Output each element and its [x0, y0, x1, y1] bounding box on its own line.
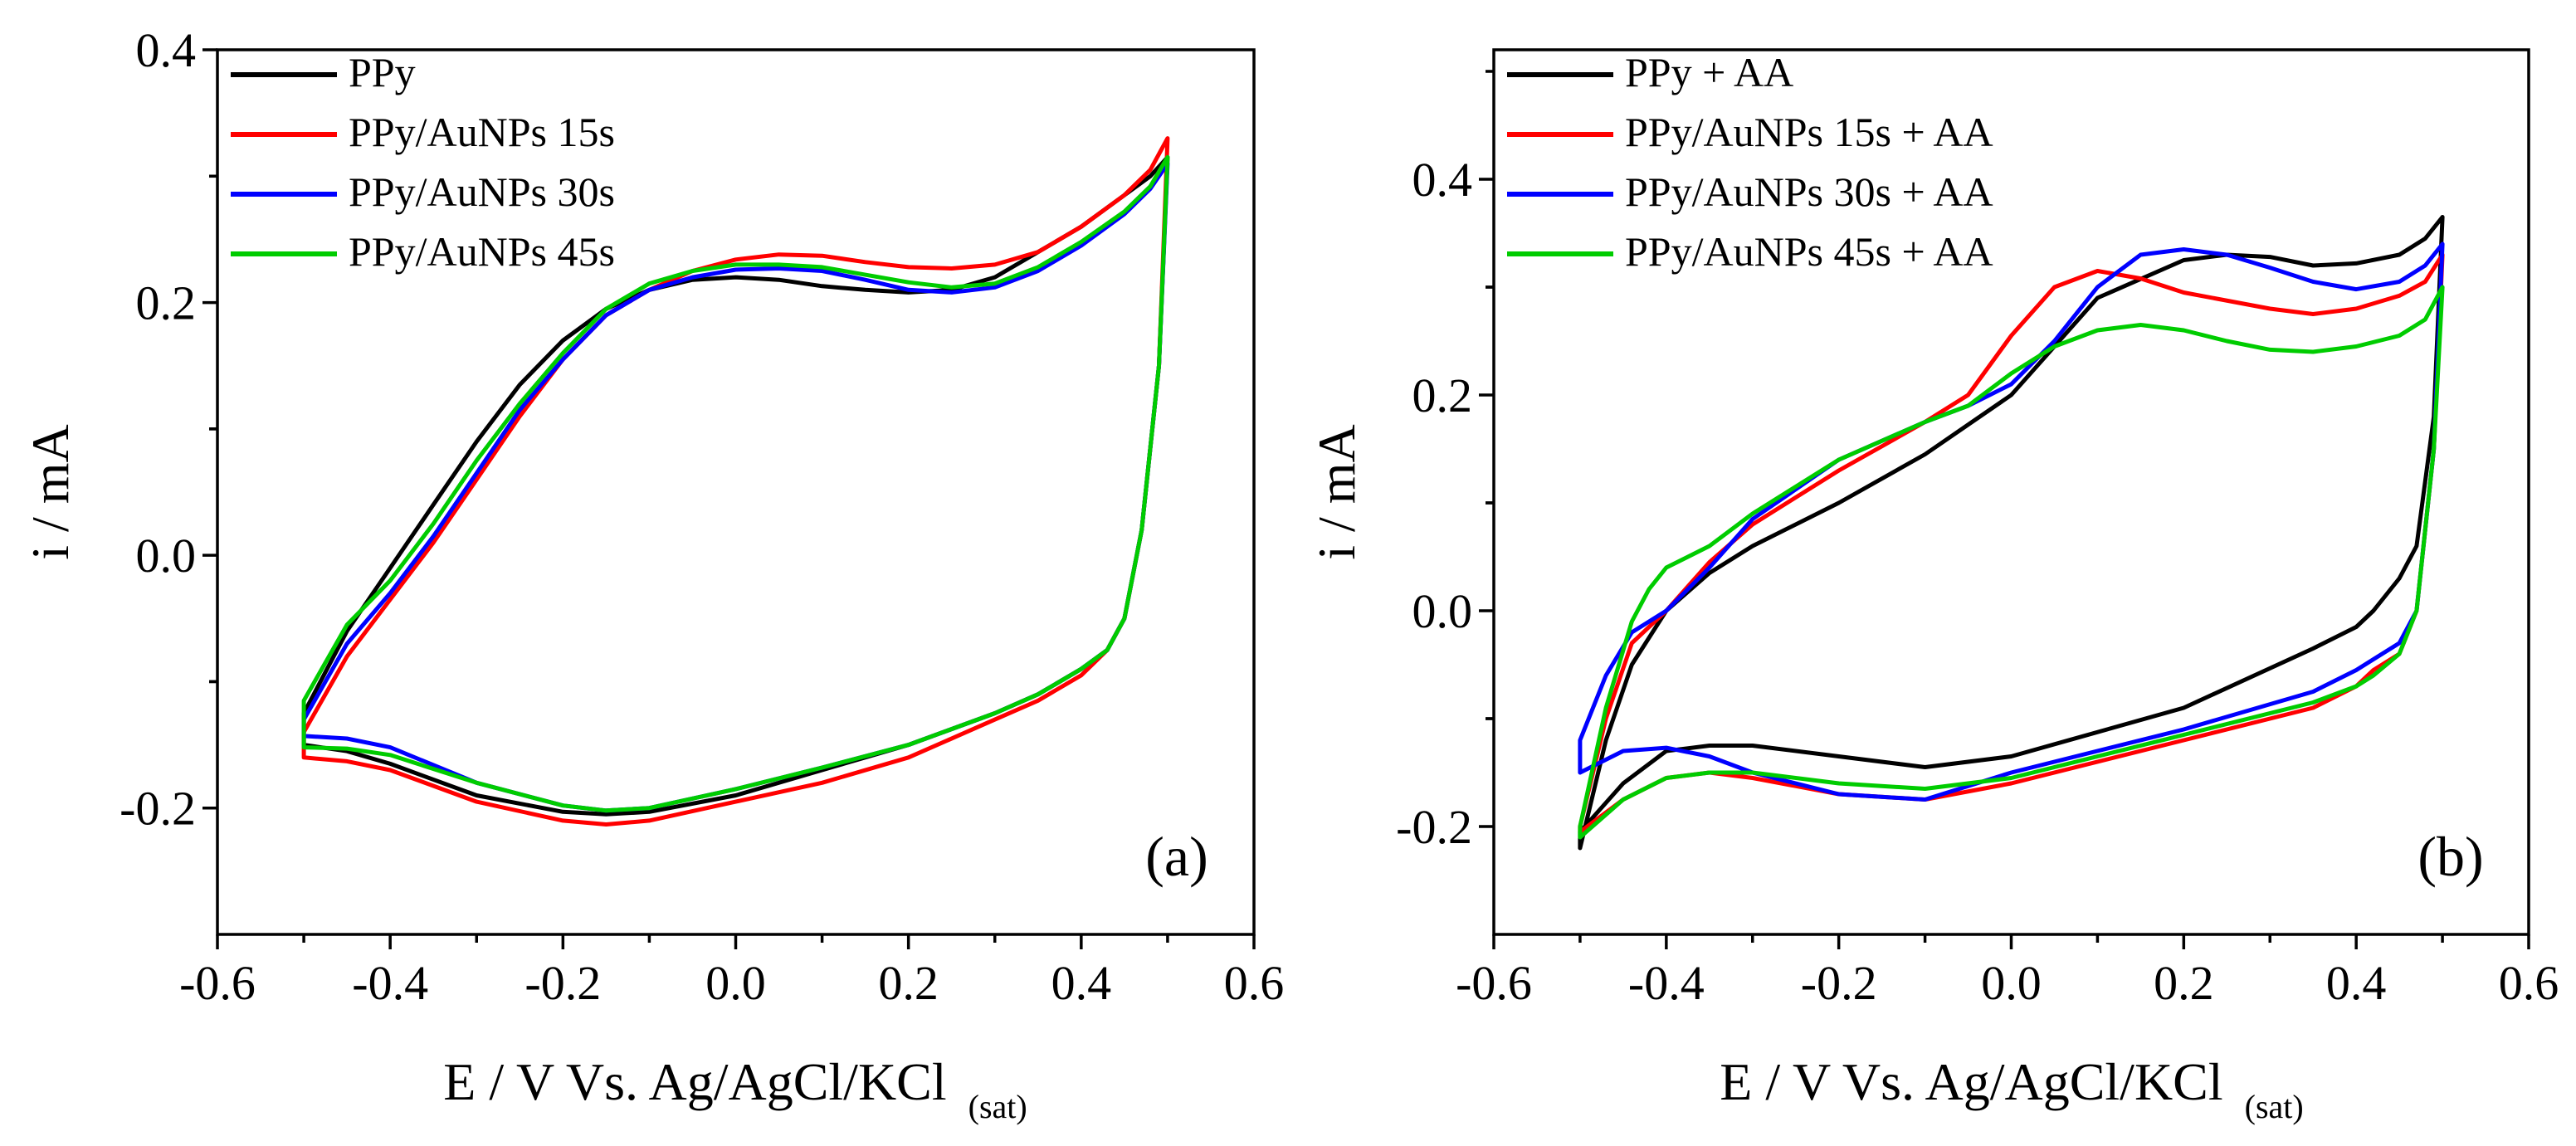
legend: PPy + AA PPy/AuNPs 15s + AA PPy/AuNPs 30s …	[1507, 49, 1993, 275]
tick-label-layer: -0.6 -0.4 -0.2 0.0 0.2 0.4 0.6 -0.2 0.0 0.2 0.4	[120, 23, 1284, 1010]
x-tick-label: 0.0	[1981, 956, 2042, 1010]
legend-entry-label: PPy	[349, 49, 416, 95]
x-tick-label: -0.6	[1456, 956, 1532, 1010]
x-tick-label: 0.2	[878, 956, 939, 1010]
y-tick-label: 0.4	[136, 23, 197, 77]
curve-layer	[1578, 215, 2445, 851]
x-tick-label: 0.4	[1051, 956, 1112, 1010]
x-axis-label: E / V Vs. Ag/AgCl/KCl (sat)	[443, 1052, 1027, 1125]
x-tick-label: -0.6	[179, 956, 256, 1010]
x-axis-label: E / V Vs. Ag/AgCl/KCl (sat)	[1720, 1052, 2303, 1125]
legend-entry-label: PPy/AuNPs 15s + AA	[1625, 109, 1993, 155]
y-axis-label: i / mA	[1307, 424, 1366, 560]
x-axis-label-main: E / V Vs. Ag/AgCl/KCl	[443, 1052, 946, 1111]
panel-b: -0.6 -0.4 -0.2 0.0 0.2 0.4 0.6 -0.2 0.0 0.2 0.4 PP…	[1307, 48, 2559, 1125]
legend: PPy PPy/AuNPs 15s PPy/AuNPs 30s PPy/AuNPs 4…	[231, 49, 615, 275]
x-tick-label: -0.4	[352, 956, 428, 1010]
series-line-4	[1578, 285, 2445, 840]
y-tick-label: -0.2	[1396, 800, 1472, 854]
series-line-1	[1578, 215, 2445, 851]
panel-a: -0.6 -0.4 -0.2 0.0 0.2 0.4 0.6 -0.2 0.0 0.2 0.4 PP…	[21, 23, 1284, 1125]
legend-entry-label: PPy/AuNPs 30s + AA	[1625, 168, 1993, 215]
legend-entry-label: PPy/AuNPs 45s	[349, 228, 615, 275]
legend-entry-label: PPy/AuNPs 45s + AA	[1625, 228, 1993, 275]
x-axis-label-subscript: (sat)	[2245, 1088, 2304, 1125]
x-tick-label: 0.2	[2154, 956, 2214, 1010]
y-tick-label: -0.2	[120, 782, 196, 836]
legend-entry-label: PPy/AuNPs 15s	[349, 109, 615, 155]
tick-marks	[202, 48, 1256, 949]
y-tick-label: 0.4	[1412, 153, 1473, 207]
x-tick-label: 0.0	[705, 956, 766, 1010]
curve-layer	[301, 136, 1170, 827]
series-line-1	[301, 154, 1170, 817]
tick-label-layer: -0.6 -0.4 -0.2 0.0 0.2 0.4 0.6 -0.2 0.0 0.2 0.4	[1396, 153, 2559, 1010]
x-tick-label: 0.6	[2499, 956, 2559, 1010]
panel-label: (a)	[1145, 825, 1208, 888]
panel-label: (b)	[2417, 825, 2483, 888]
x-tick-label: -0.2	[524, 956, 601, 1010]
y-axis-label: i / mA	[21, 424, 80, 560]
x-tick-label: -0.4	[1628, 956, 1705, 1010]
x-tick-label: 0.6	[1224, 956, 1285, 1010]
tick-marks	[1479, 70, 2530, 949]
x-tick-label: 0.4	[2326, 956, 2387, 1010]
x-axis-label-subscript: (sat)	[968, 1088, 1027, 1125]
y-tick-label: 0.2	[1412, 368, 1473, 422]
y-tick-label: 0.0	[136, 529, 197, 583]
legend-entry-label: PPy/AuNPs 30s	[349, 168, 615, 215]
y-tick-label: 0.2	[136, 276, 197, 330]
legend-entry-label: PPy + AA	[1625, 49, 1793, 95]
series-line-4	[301, 154, 1170, 813]
x-tick-label: -0.2	[1801, 956, 1877, 1010]
series-line-3	[1578, 241, 2445, 802]
y-tick-label: 0.0	[1412, 584, 1473, 638]
x-axis-label-main: E / V Vs. Ag/AgCl/KCl	[1720, 1052, 2222, 1111]
